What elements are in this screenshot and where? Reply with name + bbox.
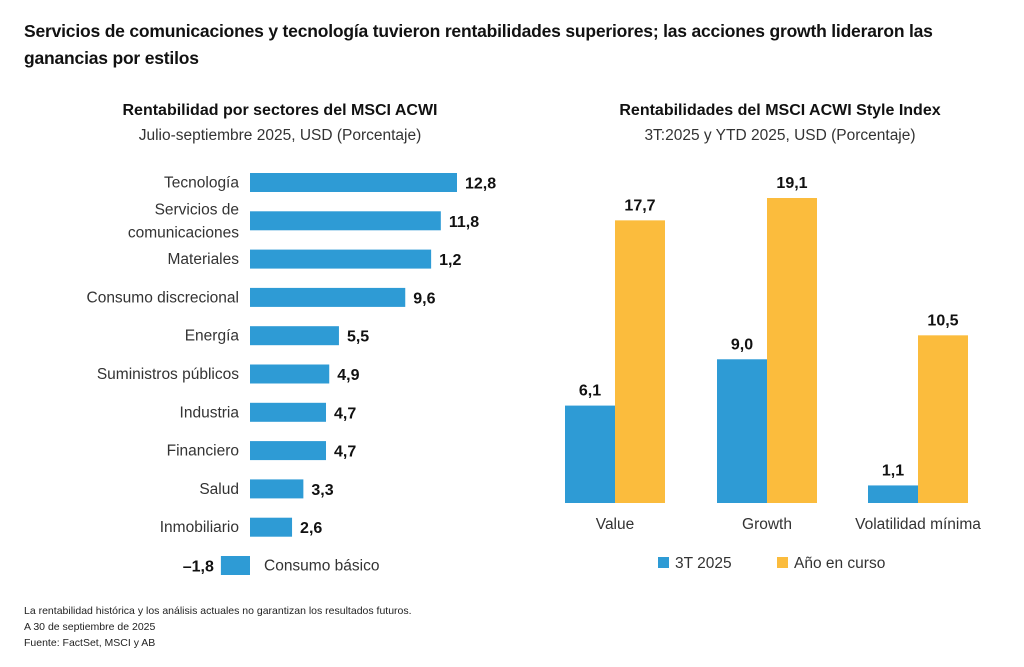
sector-bar (250, 326, 339, 346)
bar-ano-en-curso (918, 335, 968, 503)
category-label: Volatilidad mínima (855, 516, 981, 533)
sector-label: Tecnología (164, 175, 239, 192)
legend-swatch (777, 557, 788, 568)
style-bar-chart: 6,1 17,7 Value 9,0 19,1 Growth 1,1 10,5 Volatili… (565, 175, 981, 572)
sector-bar (250, 211, 441, 231)
sector-label: Inmobiliario (160, 519, 239, 536)
main-title: Servicios de comunicaciones y tecnología… (24, 21, 933, 68)
left-chart-subtitle: Julio-septiembre 2025, USD (Porcentaje) (138, 127, 422, 144)
sector-label: comunicaciones (128, 224, 239, 241)
bar-ano-en-curso (767, 198, 817, 503)
bar-3t-2025 (717, 359, 767, 503)
legend-label: 3T 2025 (675, 555, 732, 572)
left-chart-title: Rentabilidad por sectores del MSCI ACWI (122, 102, 438, 119)
legend-swatch (658, 557, 669, 568)
value-label: 3,3 (311, 482, 333, 499)
sector-label: Servicios de (155, 201, 239, 218)
footer-source: Fuente: FactSet, MSCI y AB (24, 637, 156, 649)
sector-bar (250, 441, 327, 461)
sector-label: Consumo básico (264, 558, 379, 575)
sector-bar (250, 173, 457, 192)
footer-disclaimer: La rentabilidad histórica y los análisis… (24, 605, 412, 617)
sector-bar (250, 249, 432, 269)
category-label: Growth (742, 516, 792, 533)
sector-label: Financiero (167, 443, 239, 460)
bar-3t-2025 (565, 405, 615, 503)
value-label: 9,0 (731, 336, 753, 353)
value-label: 4,9 (337, 367, 359, 384)
category-label: Value (596, 516, 635, 533)
value-label: 12,8 (465, 176, 496, 193)
sector-label: Materiales (168, 251, 240, 268)
sector-bar (220, 556, 250, 575)
legend-label: Año en curso (794, 555, 885, 572)
value-label: 5,5 (347, 329, 369, 346)
value-label: 1,1 (882, 462, 904, 479)
sector-label: Salud (199, 481, 239, 498)
sector-label: Energía (185, 328, 240, 345)
value-label: 11,8 (449, 214, 479, 231)
sector-label: Industria (180, 404, 240, 421)
right-chart-title: Rentabilidades del MSCI ACWI Style Index (619, 102, 941, 119)
value-label: 6,1 (579, 383, 601, 400)
sector-bar (250, 517, 293, 537)
value-label: 19,1 (776, 175, 807, 192)
footer-date: A 30 de septiembre de 2025 (24, 621, 156, 633)
sector-label: Consumo discrecional (87, 289, 240, 306)
bar-3t-2025 (868, 485, 918, 503)
sector-bar (250, 287, 406, 307)
sector-bar (250, 479, 304, 499)
sector-label: Suministros públicos (97, 366, 239, 383)
sector-bar-chart: Tecnología 12,8 Servicios de comunicaciones… (87, 173, 496, 576)
value-label: 17,7 (624, 197, 655, 214)
bar-ano-en-curso (615, 220, 665, 503)
value-label: 10,5 (927, 312, 958, 329)
value-label: –1,8 (183, 559, 214, 576)
value-label: 4,7 (334, 444, 356, 461)
right-chart-subtitle: 3T:2025 y YTD 2025, USD (Porcentaje) (644, 127, 916, 144)
sector-bar (250, 402, 327, 422)
value-label: 9,6 (413, 290, 435, 307)
value-label: 2,6 (300, 520, 322, 537)
value-label: 4,7 (334, 405, 356, 422)
value-label: 1,2 (439, 252, 461, 269)
sector-bar (250, 364, 330, 384)
